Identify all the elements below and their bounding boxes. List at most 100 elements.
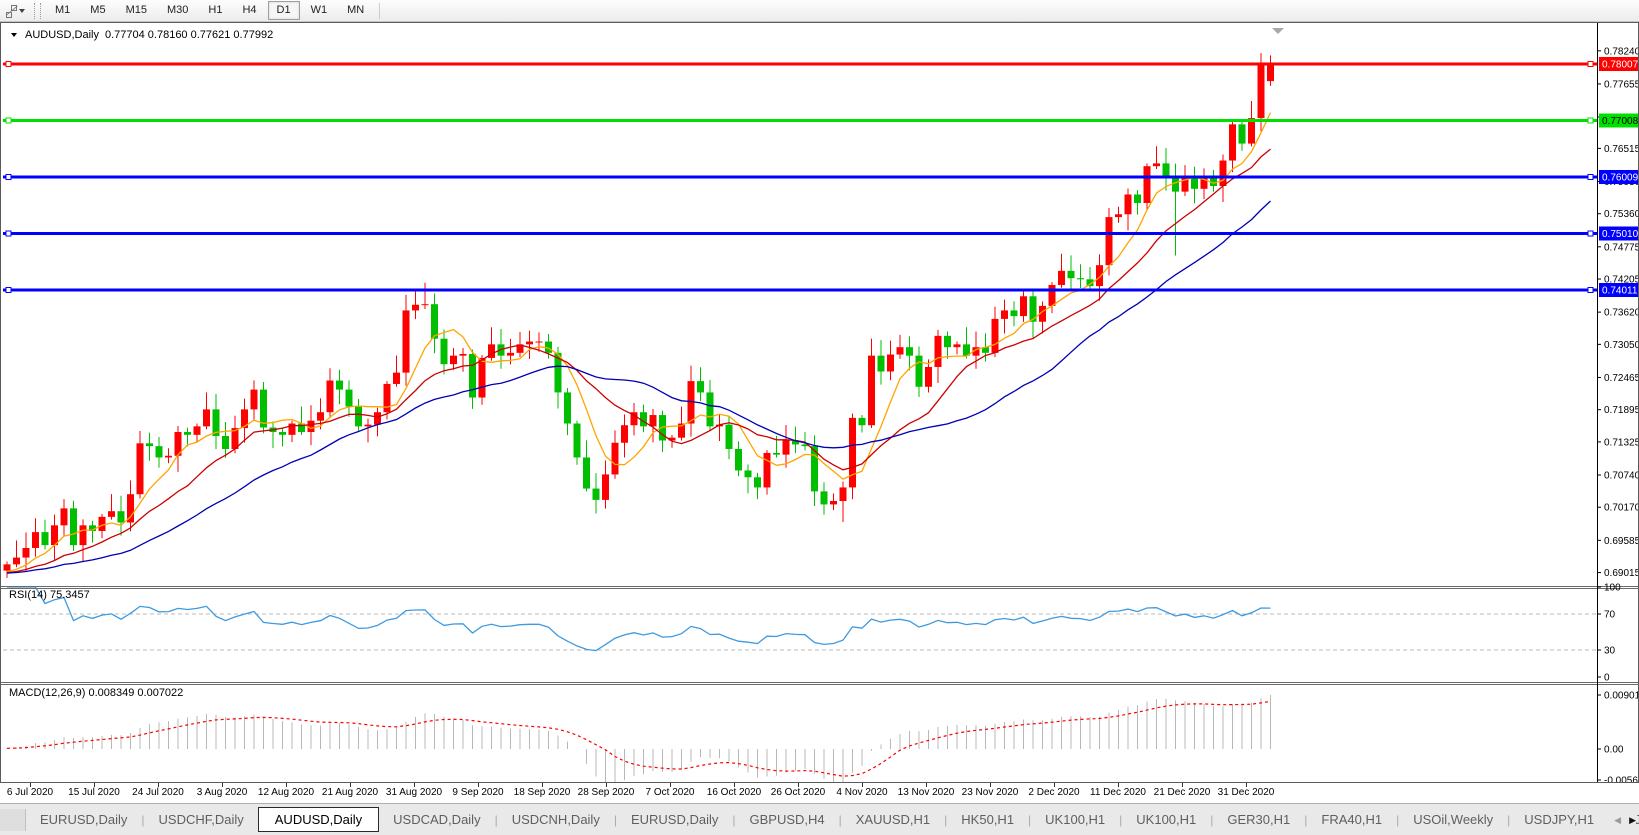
svg-text:0.70170: 0.70170 bbox=[1604, 503, 1638, 514]
timeframe-button-m1[interactable]: M1 bbox=[46, 1, 79, 20]
date-tick bbox=[1118, 783, 1119, 787]
tab-separator: | bbox=[732, 812, 736, 827]
chart-menu-icon[interactable] bbox=[11, 33, 17, 37]
date-label: 7 Oct 2020 bbox=[645, 787, 695, 798]
chart-tab-uk100-h1[interactable]: UK100,H1 bbox=[1045, 812, 1106, 827]
date-tick bbox=[478, 783, 479, 787]
time-axis[interactable]: 6 Jul 2020 15 Jul 2020 24 Jul 2020 3 Aug 20… bbox=[0, 783, 1639, 803]
chart-tab-usoil-weekly[interactable]: USOil,Weekly bbox=[1413, 812, 1494, 827]
chart-tab-hk50-h1[interactable]: HK50,H1 bbox=[961, 812, 1015, 827]
svg-text:0.71325: 0.71325 bbox=[1604, 437, 1638, 448]
tab-stub bbox=[0, 808, 26, 831]
date-label: 13 Nov 2020 bbox=[897, 787, 955, 798]
svg-text:0.69585: 0.69585 bbox=[1604, 536, 1638, 547]
chart-tab-fra40-h1[interactable]: FRA40,H1 bbox=[1321, 812, 1383, 827]
svg-text:0.78240: 0.78240 bbox=[1604, 46, 1638, 57]
moving-averages-layer bbox=[6, 112, 1272, 574]
date-label: 21 Dec 2020 bbox=[1153, 787, 1211, 798]
date-tick bbox=[542, 783, 543, 787]
macd-signal-line bbox=[6, 700, 1271, 777]
date-tick bbox=[606, 783, 607, 787]
rsi-line bbox=[7, 586, 1271, 652]
ma-slow-line bbox=[6, 200, 1271, 574]
date-tick bbox=[158, 783, 159, 787]
date-label: 12 Aug 2020 bbox=[257, 787, 315, 798]
date-label: 21 Aug 2020 bbox=[321, 787, 379, 798]
svg-text:0.77655: 0.77655 bbox=[1604, 79, 1638, 90]
chart-tab-ger30-h1[interactable]: GER30,H1 bbox=[1227, 812, 1291, 827]
timeframe-button-m15[interactable]: M15 bbox=[117, 1, 156, 20]
timeframe-button-h4[interactable]: H4 bbox=[233, 1, 265, 20]
chart-tab-usdcnh-daily[interactable]: USDCNH,Daily bbox=[511, 812, 600, 827]
date-label: 18 Sep 2020 bbox=[513, 787, 571, 798]
timeframe-button-w1[interactable]: W1 bbox=[302, 1, 337, 20]
svg-text:0.00: 0.00 bbox=[1604, 745, 1624, 756]
macd-label: MACD(12,26,9) 0.008349 0.007022 bbox=[9, 687, 184, 699]
date-tick bbox=[1246, 783, 1247, 787]
date-tick bbox=[670, 783, 671, 787]
svg-text:0.70740: 0.70740 bbox=[1604, 470, 1638, 481]
date-tick bbox=[30, 783, 31, 787]
tab-scroll-left-icon[interactable]: ◀ bbox=[1614, 815, 1622, 825]
date-label: 11 Dec 2020 bbox=[1090, 787, 1146, 798]
chart-tab-audusd-daily[interactable]: AUDUSD,Daily bbox=[257, 807, 380, 832]
date-tick bbox=[350, 783, 351, 787]
rsi-pane bbox=[3, 586, 1597, 652]
timeframe-button-d1[interactable]: D1 bbox=[267, 1, 300, 20]
tab-separator: | bbox=[944, 812, 948, 827]
toolbar-grip[interactable] bbox=[34, 2, 41, 19]
date-tick bbox=[798, 783, 799, 787]
date-label: 31 Dec 2020 bbox=[1217, 787, 1275, 798]
right-axis: 0.782400.776550.770700.765150.759300.753… bbox=[1, 23, 1639, 787]
timeframe-button-mn[interactable]: MN bbox=[338, 1, 373, 20]
rsi-label: RSI(14) 75.3457 bbox=[9, 589, 90, 601]
svg-text:70: 70 bbox=[1604, 610, 1616, 621]
date-tick bbox=[94, 783, 95, 787]
candles-layer bbox=[3, 53, 1274, 578]
chart-tab-uk100-h1[interactable]: UK100,H1 bbox=[1136, 812, 1197, 827]
date-tick bbox=[1182, 783, 1183, 787]
macd-pane bbox=[6, 695, 1271, 783]
chart-tab-usdcad-daily[interactable]: USDCAD,Daily bbox=[393, 812, 481, 827]
ma-medium-line bbox=[6, 148, 1271, 574]
tab-separator: | bbox=[494, 812, 498, 827]
tab-separator: | bbox=[613, 812, 617, 827]
chart-tab-eurusd-daily[interactable]: EURUSD,Daily bbox=[40, 812, 128, 827]
timeframe-buttons: M1 M5 M15 M30 H1 H4 D1 W1 MN bbox=[45, 1, 374, 20]
svg-text:0.75010: 0.75010 bbox=[1602, 229, 1638, 240]
chart-tab-xauusd-h1[interactable]: XAUUSD,H1 bbox=[855, 812, 931, 827]
svg-text:0.69015: 0.69015 bbox=[1604, 568, 1638, 579]
date-label: 16 Oct 2020 bbox=[706, 787, 762, 798]
date-tick bbox=[990, 783, 991, 787]
timeframe-button-m30[interactable]: M30 bbox=[158, 1, 197, 20]
date-label: 15 Jul 2020 bbox=[68, 787, 120, 798]
svg-text:0.75360: 0.75360 bbox=[1604, 209, 1638, 220]
tab-separator: | bbox=[1119, 812, 1123, 827]
svg-text:100: 100 bbox=[1604, 583, 1621, 594]
date-tick bbox=[286, 783, 287, 787]
date-label: 24 Jul 2020 bbox=[132, 787, 184, 798]
chart-window[interactable]: 0.782400.776550.770700.765150.759300.753… bbox=[0, 22, 1639, 787]
price-chart-canvas[interactable]: 0.782400.776550.770700.765150.759300.753… bbox=[1, 23, 1639, 787]
date-tick bbox=[734, 783, 735, 787]
chart-tab-eurusd-daily[interactable]: EURUSD,Daily bbox=[630, 812, 719, 827]
date-label: 3 Aug 2020 bbox=[196, 787, 248, 798]
tab-separator: | bbox=[838, 812, 842, 827]
timeframe-button-h1[interactable]: H1 bbox=[199, 1, 231, 20]
chart-tab-usdjpy-h1[interactable]: USDJPY,H1 bbox=[1524, 812, 1595, 827]
tab-scroll-right-icon[interactable]: ▶ bbox=[1629, 815, 1636, 825]
svg-text:0: 0 bbox=[1604, 673, 1610, 684]
svg-text:-0.00566: -0.00566 bbox=[1604, 776, 1638, 783]
tab-separator: | bbox=[1210, 812, 1214, 827]
svg-text:0.74775: 0.74775 bbox=[1604, 242, 1638, 253]
chart-tab-bar: EURUSD,Daily | USDCHF,Daily AUDUSD,Daily USD… bbox=[0, 803, 1639, 835]
indicators-icon[interactable] bbox=[2, 2, 28, 20]
chart-tab-gbpusd-h4[interactable]: GBPUSD,H4 bbox=[749, 812, 825, 827]
chart-tab-usdchf-daily[interactable]: USDCHF,Daily bbox=[158, 812, 244, 827]
timeframe-button-m5[interactable]: M5 bbox=[81, 1, 114, 20]
date-label: 26 Oct 2020 bbox=[770, 787, 826, 798]
svg-text:0.77008: 0.77008 bbox=[1602, 116, 1638, 127]
chevron-down-icon bbox=[18, 8, 25, 13]
current-bar-marker bbox=[1272, 28, 1284, 34]
price-tags: 0.78007 0.77008 0.76009 0.75010 0.74011 bbox=[1599, 57, 1639, 298]
